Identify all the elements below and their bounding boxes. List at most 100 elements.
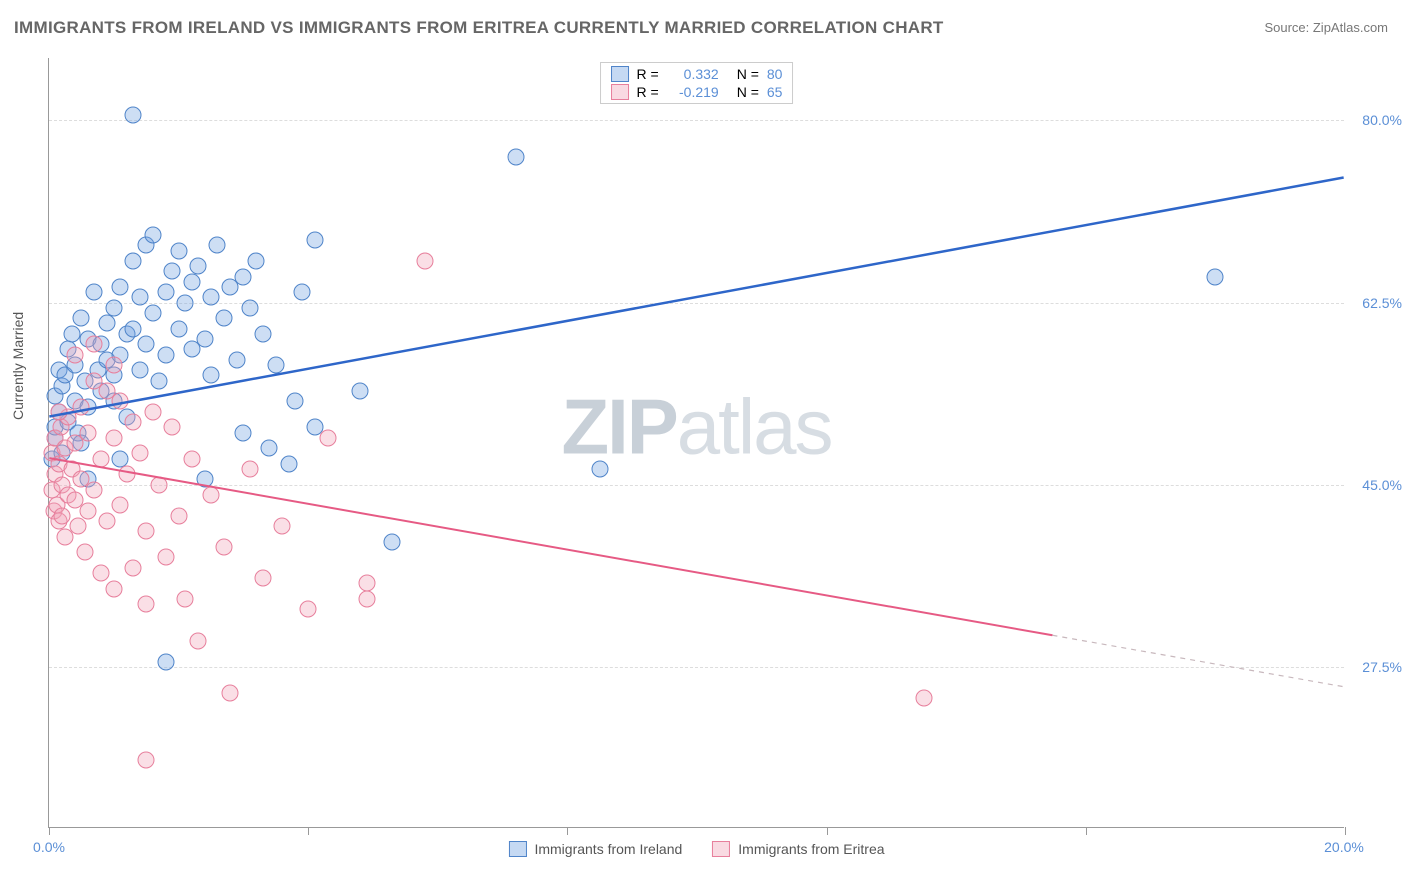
data-point xyxy=(319,429,336,446)
data-point xyxy=(352,382,369,399)
swatch-ireland-icon xyxy=(508,841,526,857)
data-point xyxy=(79,502,96,519)
y-tick-label: 80.0% xyxy=(1350,112,1402,128)
data-point xyxy=(112,497,129,514)
n-label: N = xyxy=(737,84,759,100)
data-point xyxy=(228,351,245,368)
data-point xyxy=(86,284,103,301)
data-point xyxy=(235,268,252,285)
data-point xyxy=(112,393,129,410)
x-tick-label-left: 0.0% xyxy=(33,839,65,855)
chart-title: IMMIGRANTS FROM IRELAND VS IMMIGRANTS FR… xyxy=(14,18,944,38)
data-point xyxy=(138,336,155,353)
data-point xyxy=(151,476,168,493)
data-point xyxy=(99,315,116,332)
data-point xyxy=(63,325,80,342)
data-point xyxy=(92,450,109,467)
data-point xyxy=(915,689,932,706)
data-point xyxy=(358,575,375,592)
data-point xyxy=(79,424,96,441)
swatch-ireland xyxy=(611,66,629,82)
data-point xyxy=(177,294,194,311)
data-point xyxy=(125,107,142,124)
legend-label-ireland: Immigrants from Ireland xyxy=(534,841,682,857)
data-point xyxy=(177,591,194,608)
data-point xyxy=(358,591,375,608)
data-point xyxy=(131,362,148,379)
data-point xyxy=(416,252,433,269)
watermark-text: ZIPatlas xyxy=(561,382,831,473)
data-point xyxy=(196,330,213,347)
data-point xyxy=(203,289,220,306)
r-label: R = xyxy=(637,84,659,100)
data-point xyxy=(138,596,155,613)
data-point xyxy=(118,466,135,483)
data-point xyxy=(131,445,148,462)
data-point xyxy=(164,263,181,280)
data-point xyxy=(300,601,317,618)
data-point xyxy=(215,539,232,556)
data-point xyxy=(170,320,187,337)
data-point xyxy=(157,346,174,363)
data-point xyxy=(384,533,401,550)
r-value-ireland: 0.332 xyxy=(667,66,719,82)
trend-line xyxy=(1052,635,1343,686)
data-point xyxy=(66,346,83,363)
legend-item-eritrea: Immigrants from Eritrea xyxy=(712,841,884,857)
correlation-legend: R = 0.332 N = 80 R = -0.219 N = 65 xyxy=(600,62,794,104)
y-tick-label: 62.5% xyxy=(1350,295,1402,311)
data-point xyxy=(241,299,258,316)
data-point xyxy=(183,450,200,467)
data-point xyxy=(105,580,122,597)
x-tick-label-right: 20.0% xyxy=(1324,839,1364,855)
data-point xyxy=(287,393,304,410)
data-point xyxy=(76,544,93,561)
r-value-eritrea: -0.219 xyxy=(667,84,719,100)
data-point xyxy=(73,398,90,415)
data-point xyxy=(254,570,271,587)
data-point xyxy=(591,461,608,478)
data-point xyxy=(293,284,310,301)
swatch-eritrea-icon xyxy=(712,841,730,857)
watermark-left: ZIP xyxy=(561,383,676,471)
y-axis-label: Currently Married xyxy=(10,312,26,420)
data-point xyxy=(73,310,90,327)
data-point xyxy=(306,232,323,249)
data-point xyxy=(241,461,258,478)
data-point xyxy=(190,258,207,275)
data-point xyxy=(507,148,524,165)
data-point xyxy=(274,518,291,535)
data-point xyxy=(144,226,161,243)
data-point xyxy=(105,356,122,373)
n-value-ireland: 80 xyxy=(767,66,783,82)
data-point xyxy=(164,419,181,436)
n-label: N = xyxy=(737,66,759,82)
data-point xyxy=(1207,268,1224,285)
data-point xyxy=(280,455,297,472)
data-point xyxy=(261,440,278,457)
y-tick-label: 27.5% xyxy=(1350,659,1402,675)
data-point xyxy=(131,289,148,306)
data-point xyxy=(235,424,252,441)
plot-area: ZIPatlas 27.5%45.0%62.5%80.0% R = 0.332 … xyxy=(48,58,1344,828)
data-point xyxy=(157,549,174,566)
legend-item-ireland: Immigrants from Ireland xyxy=(508,841,682,857)
data-point xyxy=(203,487,220,504)
data-point xyxy=(209,237,226,254)
data-point xyxy=(138,523,155,540)
data-point xyxy=(99,513,116,530)
data-point xyxy=(248,252,265,269)
legend-label-eritrea: Immigrants from Eritrea xyxy=(738,841,884,857)
data-point xyxy=(183,273,200,290)
data-point xyxy=(254,325,271,342)
data-point xyxy=(144,403,161,420)
r-label: R = xyxy=(637,66,659,82)
data-point xyxy=(170,507,187,524)
data-point xyxy=(222,684,239,701)
data-point xyxy=(125,414,142,431)
data-point xyxy=(138,752,155,769)
data-point xyxy=(125,320,142,337)
series-legend: Immigrants from Ireland Immigrants from … xyxy=(508,841,884,857)
data-point xyxy=(125,559,142,576)
n-value-eritrea: 65 xyxy=(767,84,783,100)
